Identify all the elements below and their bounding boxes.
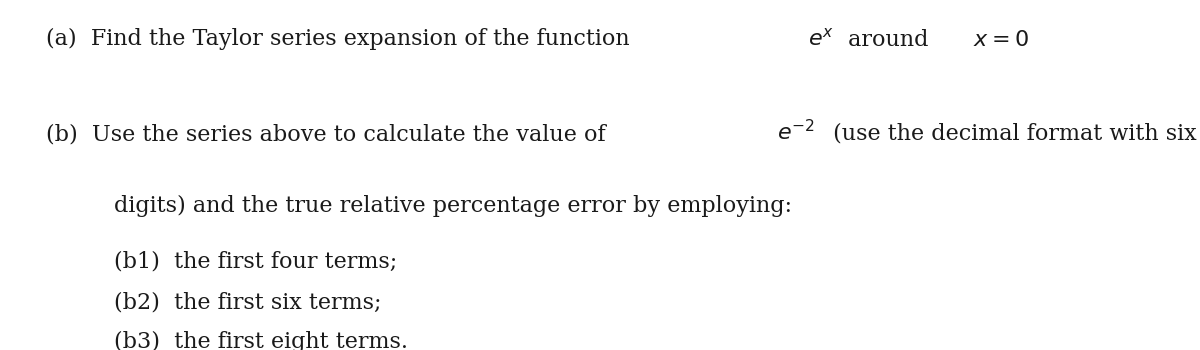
Text: (a)  Find the Taylor series expansion of the function: (a) Find the Taylor series expansion of … (46, 28, 636, 50)
Text: around: around (841, 28, 943, 50)
Text: (b3)  the first eight terms.: (b3) the first eight terms. (114, 331, 408, 350)
Text: $x=0$: $x=0$ (973, 29, 1028, 49)
Text: (use the decimal format with six significant: (use the decimal format with six signifi… (826, 123, 1200, 145)
Text: (b1)  the first four terms;: (b1) the first four terms; (114, 251, 397, 273)
Text: (b2)  the first six terms;: (b2) the first six terms; (114, 291, 382, 313)
Text: $e^x$: $e^x$ (808, 28, 834, 49)
Text: digits) and the true relative percentage error by employing:: digits) and the true relative percentage… (114, 195, 792, 217)
Text: $e^{-2}$: $e^{-2}$ (776, 119, 815, 144)
Text: (b)  Use the series above to calculate the value of: (b) Use the series above to calculate th… (46, 123, 612, 145)
